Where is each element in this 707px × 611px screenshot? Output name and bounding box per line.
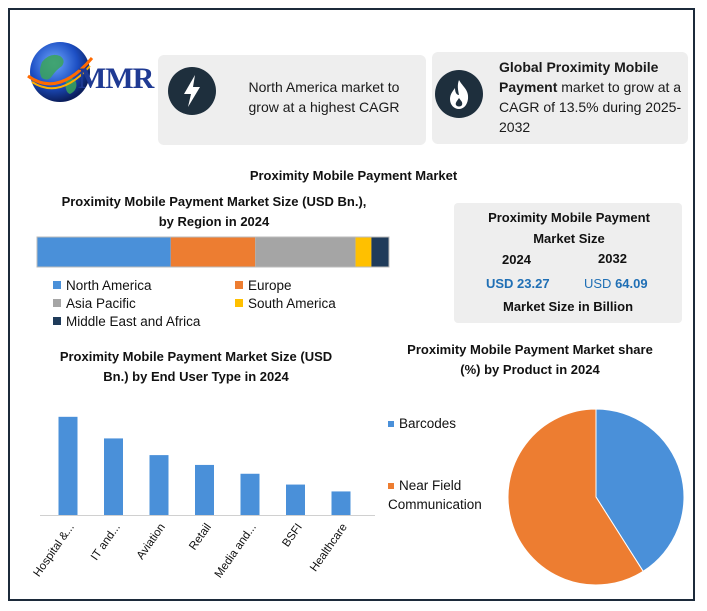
value-number: 64.09 (615, 276, 648, 291)
highlight-card-global-cagr: Global Proximity Mobile Payment market t… (432, 52, 688, 144)
legend-label: North America (66, 278, 152, 293)
region-chart-title: Proximity Mobile Payment Market Size (US… (61, 194, 367, 229)
highlight-text-north-america: North America market to grow at a highes… (248, 79, 400, 115)
infographic-frame (8, 8, 695, 601)
legend-swatch (53, 317, 61, 325)
legend-swatch (53, 281, 61, 289)
bar-hospital (58, 416, 78, 515)
flame-icon (435, 70, 483, 118)
pie-legend-item-barcodes: Barcodes (388, 414, 513, 433)
region-segment-asia-pacific (255, 237, 356, 267)
bar-it-and (104, 438, 123, 515)
region-stacked-bar (36, 236, 390, 268)
legend-label: Near Field Communication (388, 478, 482, 512)
logo-text: MMR (78, 62, 154, 95)
market-size-value-2032: USD 64.09 (584, 274, 648, 294)
region-segment-europe (170, 237, 256, 267)
legend-swatch (235, 281, 243, 289)
pie-slice-near-field-communication (507, 408, 644, 586)
legend-label: Barcodes (399, 416, 457, 431)
region-segment-north-america (37, 237, 171, 267)
highlight-bold: Global Proximity Mobile Payment (499, 59, 659, 95)
legend-item-middle-east-and-africa: Middle East and Africa (53, 314, 200, 330)
legend-label: South America (248, 296, 336, 311)
market-size-caption: Market Size in Billion (502, 299, 634, 314)
legend-label: Europe (248, 278, 292, 293)
bar-bsfi (286, 484, 305, 515)
bar-retail (195, 464, 214, 515)
globe-icon (27, 42, 94, 102)
value-prefix: USD (584, 276, 616, 291)
legend-swatch (235, 299, 243, 307)
end-user-bar-chart (40, 416, 375, 516)
legend-item-asia-pacific: Asia Pacific (53, 296, 136, 312)
market-size-value-2024: USD 23.27 (486, 276, 550, 291)
market-size-year-2024: 2024 (502, 252, 531, 267)
legend-swatch (53, 299, 61, 307)
bar-healthcare (331, 491, 351, 515)
highlight-rest: market to grow at a CAGR of 13.5% during… (499, 79, 682, 135)
product-chart-title: Proximity Mobile Payment Market share (%… (407, 342, 653, 377)
highlight-card-north-america: North America market to grow at a highes… (158, 55, 426, 145)
product-pie-chart (507, 408, 685, 586)
legend-label: Asia Pacific (66, 296, 136, 311)
end-user-chart-title: Proximity Mobile Payment Market Size (US… (59, 349, 333, 384)
market-size-title: Proximity Mobile Payment Market Size (488, 210, 650, 246)
market-size-year-2032: 2032 (598, 251, 627, 266)
bar-aviation (149, 455, 169, 515)
highlight-text-global-cagr: Global Proximity Mobile Payment market t… (499, 57, 683, 137)
legend-item-south-america: South America (235, 296, 336, 312)
legend-label: Middle East and Africa (66, 314, 201, 329)
pie-legend-item-near-field-communication: Near Field Communication (388, 476, 513, 514)
bar-media-and (240, 473, 260, 515)
legend-item-north-america: North America (53, 278, 152, 294)
legend-swatch (388, 421, 394, 427)
lightning-icon (168, 67, 216, 115)
legend-item-europe: Europe (235, 278, 292, 294)
mmr-logo (22, 32, 152, 112)
legend-swatch (388, 483, 394, 489)
region-segment-middle-east-and-africa (371, 237, 389, 267)
main-title: Proximity Mobile Payment Market (249, 168, 458, 183)
market-size-card: Proximity Mobile Payment Market Size 202… (454, 203, 682, 323)
region-segment-south-america (355, 237, 372, 267)
